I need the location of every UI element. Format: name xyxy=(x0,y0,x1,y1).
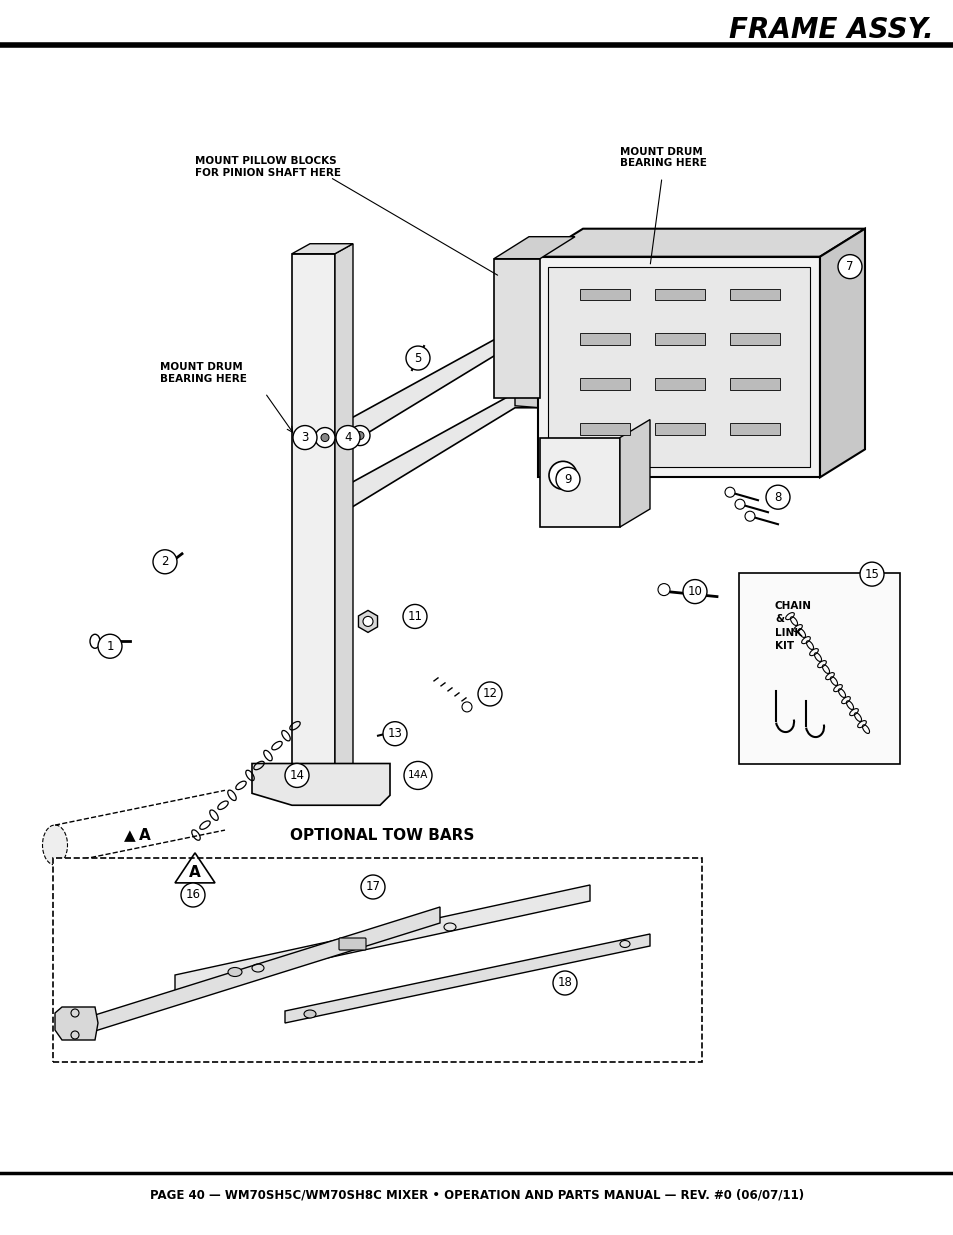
Text: 5: 5 xyxy=(414,352,421,364)
Circle shape xyxy=(382,721,407,746)
Circle shape xyxy=(403,762,432,789)
Text: ▲: ▲ xyxy=(124,827,135,844)
Circle shape xyxy=(314,427,335,447)
Polygon shape xyxy=(334,393,539,520)
Polygon shape xyxy=(334,329,539,456)
Polygon shape xyxy=(494,237,575,258)
Ellipse shape xyxy=(304,1010,315,1018)
Polygon shape xyxy=(174,885,589,990)
Text: PAGE 40 — WM70SH5C/WM70SH8C MIXER • OPERATION AND PARTS MANUAL — REV. #0 (06/07/: PAGE 40 — WM70SH5C/WM70SH8C MIXER • OPER… xyxy=(150,1188,803,1202)
Circle shape xyxy=(734,499,744,509)
Polygon shape xyxy=(655,378,704,390)
Circle shape xyxy=(402,604,427,629)
Polygon shape xyxy=(655,333,704,345)
Polygon shape xyxy=(335,243,353,781)
Polygon shape xyxy=(285,934,649,1023)
Text: OPTIONAL TOW BARS: OPTIONAL TOW BARS xyxy=(290,827,474,844)
Text: CHAIN
&
LINK
KIT: CHAIN & LINK KIT xyxy=(774,601,811,651)
Polygon shape xyxy=(729,378,780,390)
Ellipse shape xyxy=(90,635,100,648)
Circle shape xyxy=(355,431,364,440)
Polygon shape xyxy=(95,906,439,1031)
Text: 14A: 14A xyxy=(407,771,428,781)
Circle shape xyxy=(556,467,579,492)
Circle shape xyxy=(765,485,789,509)
Circle shape xyxy=(98,635,122,658)
Ellipse shape xyxy=(166,559,173,564)
Polygon shape xyxy=(579,378,629,390)
Circle shape xyxy=(320,433,329,442)
Ellipse shape xyxy=(43,825,68,864)
Polygon shape xyxy=(537,257,820,477)
Circle shape xyxy=(406,346,430,370)
Circle shape xyxy=(461,701,472,711)
Text: 17: 17 xyxy=(365,881,380,893)
Ellipse shape xyxy=(228,967,242,977)
Circle shape xyxy=(363,616,373,626)
Text: 8: 8 xyxy=(774,490,781,504)
Polygon shape xyxy=(820,228,864,477)
Text: FRAME ASSY.: FRAME ASSY. xyxy=(729,16,933,44)
Text: 2: 2 xyxy=(161,556,169,568)
Text: MOUNT PILLOW BLOCKS
FOR PINION SHAFT HERE: MOUNT PILLOW BLOCKS FOR PINION SHAFT HER… xyxy=(194,157,340,178)
Polygon shape xyxy=(579,422,629,435)
Polygon shape xyxy=(494,258,539,398)
Polygon shape xyxy=(579,333,629,345)
Polygon shape xyxy=(539,437,619,527)
Text: A: A xyxy=(139,827,151,844)
Polygon shape xyxy=(547,267,809,467)
Text: 3: 3 xyxy=(301,431,309,445)
Circle shape xyxy=(395,725,405,735)
Circle shape xyxy=(553,971,577,995)
Polygon shape xyxy=(515,329,539,408)
Text: 4: 4 xyxy=(344,431,352,445)
Circle shape xyxy=(335,426,359,450)
Polygon shape xyxy=(55,1007,98,1040)
Text: A: A xyxy=(189,866,201,881)
Polygon shape xyxy=(729,333,780,345)
Circle shape xyxy=(557,469,568,482)
Circle shape xyxy=(658,584,669,595)
Polygon shape xyxy=(619,420,649,527)
FancyBboxPatch shape xyxy=(53,858,701,1062)
Text: MOUNT DRUM
BEARING HERE: MOUNT DRUM BEARING HERE xyxy=(160,362,247,384)
Circle shape xyxy=(548,462,577,489)
Polygon shape xyxy=(252,763,390,805)
Text: 9: 9 xyxy=(563,473,571,485)
FancyBboxPatch shape xyxy=(739,573,899,764)
Circle shape xyxy=(477,682,501,706)
Polygon shape xyxy=(655,289,704,300)
Polygon shape xyxy=(292,253,335,781)
Polygon shape xyxy=(579,289,629,300)
Text: 1: 1 xyxy=(106,640,113,653)
FancyBboxPatch shape xyxy=(338,939,366,950)
Text: 10: 10 xyxy=(687,585,701,598)
Circle shape xyxy=(293,426,316,450)
Polygon shape xyxy=(729,289,780,300)
Text: 7: 7 xyxy=(845,261,853,273)
Text: 16: 16 xyxy=(185,888,200,902)
Polygon shape xyxy=(655,422,704,435)
Text: 15: 15 xyxy=(863,568,879,580)
Polygon shape xyxy=(729,422,780,435)
Circle shape xyxy=(152,550,177,574)
Circle shape xyxy=(744,511,754,521)
Text: 14: 14 xyxy=(289,769,304,782)
Circle shape xyxy=(181,883,205,906)
Circle shape xyxy=(859,562,883,587)
Text: 13: 13 xyxy=(387,727,402,740)
Text: MOUNT DRUM
BEARING HERE: MOUNT DRUM BEARING HERE xyxy=(619,147,706,168)
Polygon shape xyxy=(292,243,353,253)
Circle shape xyxy=(350,426,370,446)
Text: 12: 12 xyxy=(482,688,497,700)
Circle shape xyxy=(682,579,706,604)
Text: 11: 11 xyxy=(407,610,422,622)
Circle shape xyxy=(285,763,309,788)
Polygon shape xyxy=(537,228,864,257)
Circle shape xyxy=(360,876,385,899)
Circle shape xyxy=(724,488,734,498)
Circle shape xyxy=(837,254,862,279)
Text: 18: 18 xyxy=(557,977,572,989)
